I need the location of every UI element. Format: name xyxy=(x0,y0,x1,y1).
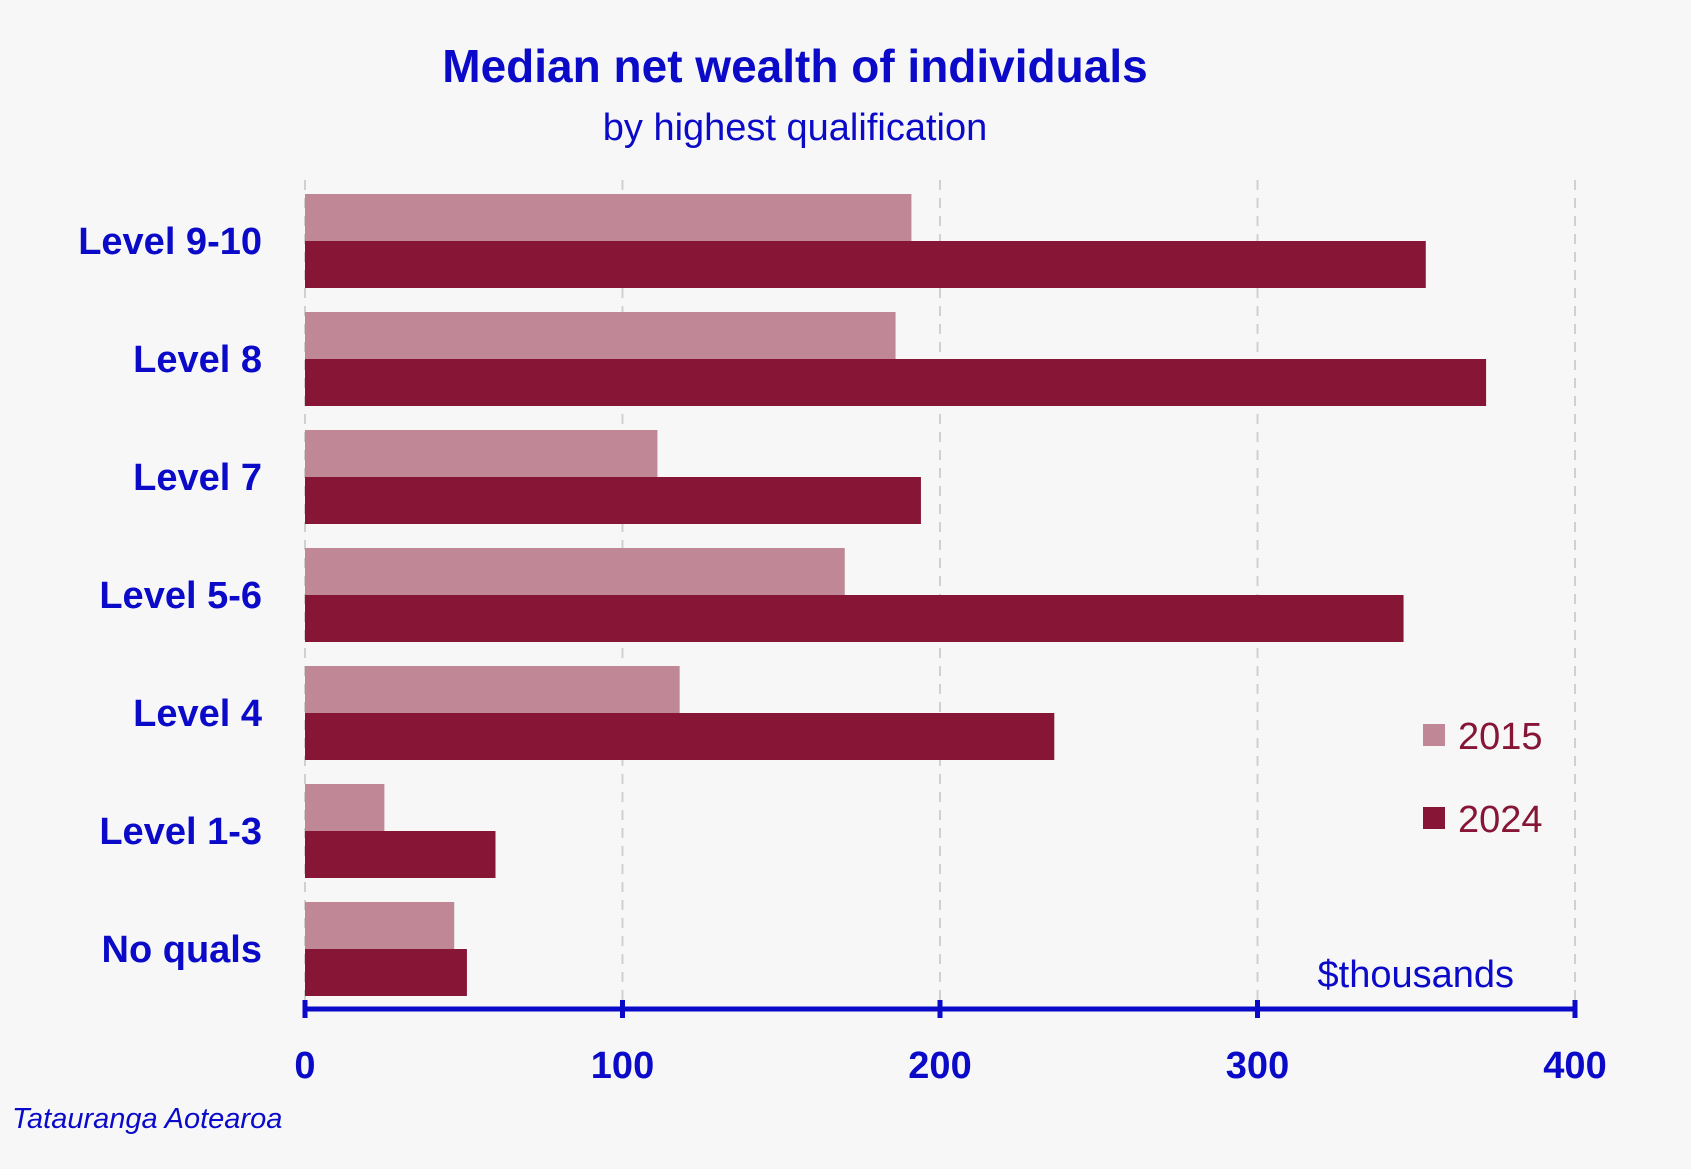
category-label: Level 8 xyxy=(133,339,262,381)
x-axis: 0 100 200 300 400 xyxy=(294,1000,1607,1087)
bar-2015-level-9-10 xyxy=(305,194,912,241)
category-label: Level 9-10 xyxy=(78,221,262,263)
bar-2015-level-5-6 xyxy=(305,548,845,595)
bars xyxy=(305,194,1487,996)
bar-2024-level-1-3 xyxy=(305,831,496,878)
legend: 2015 2024 xyxy=(1423,716,1543,841)
x-tick-label-0: 0 xyxy=(294,1045,315,1087)
x-tick-label-300: 300 xyxy=(1226,1045,1289,1087)
bar-2024-level-7 xyxy=(305,477,921,524)
x-tick-label-400: 400 xyxy=(1543,1045,1606,1087)
source-credit: Tatauranga Aotearoa xyxy=(12,1103,282,1135)
category-label: Level 1-3 xyxy=(99,811,262,853)
bar-2015-level-8 xyxy=(305,312,896,359)
legend-label-2024: 2024 xyxy=(1458,799,1543,841)
category-label: No quals xyxy=(102,929,262,971)
x-axis-unit-label: $thousands xyxy=(1318,954,1515,996)
bar-2015-level-4 xyxy=(305,666,680,713)
bar-2024-level-9-10 xyxy=(305,241,1426,288)
category-label: Level 7 xyxy=(133,457,262,499)
legend-swatch-2015 xyxy=(1423,724,1445,746)
bar-2015-level-7 xyxy=(305,430,658,477)
x-tick-label-200: 200 xyxy=(908,1045,971,1087)
bar-2024-no-quals xyxy=(305,949,467,996)
category-label: Level 5-6 xyxy=(99,575,262,617)
category-labels: Level 9-10 Level 8 Level 7 Level 5-6 Level 4… xyxy=(78,221,262,971)
bar-2015-level-1-3 xyxy=(305,784,385,831)
bar-2024-level-5-6 xyxy=(305,595,1404,642)
legend-swatch-2024 xyxy=(1423,807,1445,829)
x-tick-label-100: 100 xyxy=(591,1045,654,1087)
category-label: Level 4 xyxy=(133,693,262,735)
legend-label-2015: 2015 xyxy=(1458,716,1543,758)
chart-title: Median net wealth of individuals xyxy=(442,40,1147,92)
chart-subtitle: by highest qualification xyxy=(603,107,987,149)
bar-2024-level-4 xyxy=(305,713,1055,760)
bar-2024-level-8 xyxy=(305,359,1487,406)
bar-2015-no-quals xyxy=(305,902,455,949)
